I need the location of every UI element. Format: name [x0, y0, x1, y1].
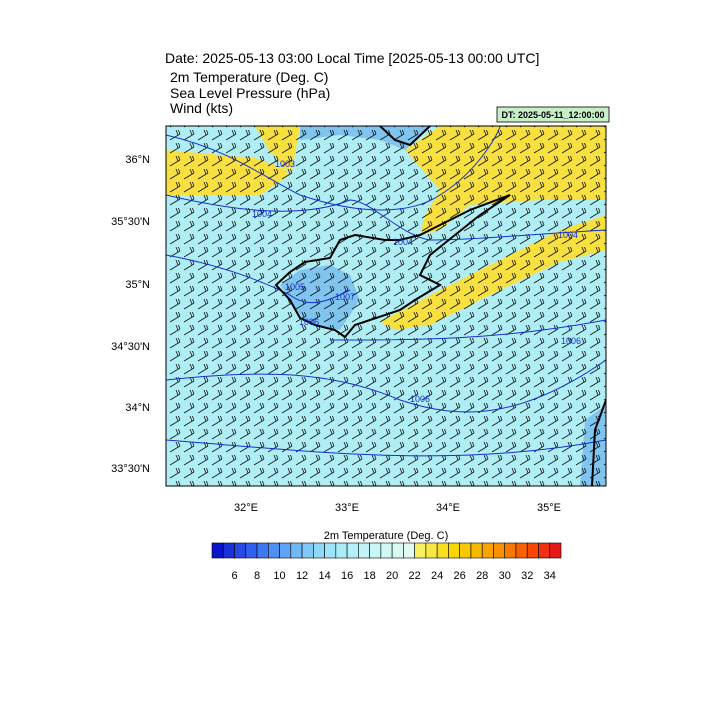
colorbar-label: 14 [318, 570, 330, 582]
colorbar-label: 12 [296, 570, 308, 582]
colorbar-box [459, 542, 472, 559]
colorbar-label: 6 [231, 570, 237, 582]
contour-label: 1003 [275, 159, 295, 169]
colorbar-box [425, 542, 438, 559]
lon-label: 32°E [234, 502, 258, 514]
subtitle: 2m Temperature (Deg. C) [170, 69, 328, 85]
colorbar-label: 22 [409, 570, 421, 582]
contour-labels: 1003 1004 1004 1004 1005 1006 1006 1006 … [252, 159, 581, 404]
contour-label: 1006 [410, 394, 430, 404]
colorbar-box [346, 542, 359, 559]
lat-label: 35°N [125, 279, 150, 291]
map [166, 126, 606, 486]
lon-label: 35°E [537, 502, 561, 514]
lat-label: 33°30'N [111, 463, 150, 475]
colorbar-box [245, 542, 258, 559]
lon-labels: 32°E 33°E 34°E 35°E [234, 502, 561, 514]
run-label-box [496, 106, 610, 123]
colorbar-box [256, 542, 269, 559]
lat-label: 35°30'N [111, 216, 150, 228]
contour-label: 1004 [393, 237, 413, 247]
colorbar-box [515, 542, 528, 559]
colorbar-label: 26 [454, 570, 466, 582]
colorbar-box [391, 542, 404, 559]
contour-label: 1006 [561, 336, 581, 346]
map-frame [165, 125, 607, 487]
run-label: DT: 2025-05-11_12:00:00 [501, 110, 604, 120]
subtitle: Sea Level Pressure (hPa) [170, 85, 330, 101]
colorbar-box [211, 542, 224, 559]
colorbar-box [504, 542, 517, 559]
subtitle: Wind (kts) [170, 100, 233, 116]
colorbar-box [493, 542, 506, 559]
colorbar-box [526, 542, 539, 559]
colorbar-label: 30 [499, 570, 511, 582]
colorbar-box [470, 542, 483, 559]
contour-label: 1007 [335, 292, 355, 302]
colorbar-label: 20 [386, 570, 398, 582]
contour-label: 1004 [252, 209, 272, 219]
colorbar-box [414, 542, 427, 559]
colorbar-box [380, 542, 393, 559]
colorbar-label: 32 [521, 570, 533, 582]
colorbar-box [267, 542, 280, 559]
colorbar-box [301, 542, 314, 559]
contour-label: 1006 [299, 317, 319, 327]
colorbar: 6 8 10 12 14 16 18 20 22 24 26 28 30 32 34 [211, 542, 562, 582]
colorbar-label: 10 [273, 570, 285, 582]
colorbar-box [369, 542, 382, 559]
lon-label: 33°E [335, 502, 359, 514]
colorbar-box [290, 542, 303, 559]
colorbar-label: 16 [341, 570, 353, 582]
colorbar-box [222, 542, 235, 559]
colorbar-label: 28 [476, 570, 488, 582]
contour-label: 1004 [558, 230, 578, 240]
colorbar-box [313, 542, 325, 559]
colorbar-box [324, 542, 337, 559]
colorbar-box [549, 542, 562, 559]
colorbar-label: 18 [363, 570, 375, 582]
lat-label: 34°30'N [111, 341, 150, 353]
title: Date: 2025-05-13 03:00 Local Time [2025-… [165, 50, 539, 66]
colorbar-box [436, 542, 449, 559]
lat-labels: 36°N 35°30'N 35°N 34°30'N 34°N 33°30'N [111, 154, 150, 475]
colorbar-box [279, 542, 292, 559]
colorbar-box [234, 542, 247, 559]
colorbar-box [481, 542, 494, 559]
colorbar-box [335, 542, 348, 559]
colorbar-box [538, 542, 551, 559]
colorbar-label: 24 [431, 570, 443, 582]
colorbar-box [358, 542, 370, 559]
colorbar-label: 8 [254, 570, 260, 582]
lat-label: 36°N [125, 154, 150, 166]
lat-label: 34°N [125, 402, 150, 414]
contour-label: 1005 [285, 282, 305, 292]
colorbar-box [448, 542, 460, 559]
colorbar-label: 34 [544, 570, 556, 582]
colorbar-box [403, 542, 415, 559]
lon-label: 34°E [436, 502, 460, 514]
colorbar-title: 2m Temperature (Deg. C) [324, 530, 449, 542]
